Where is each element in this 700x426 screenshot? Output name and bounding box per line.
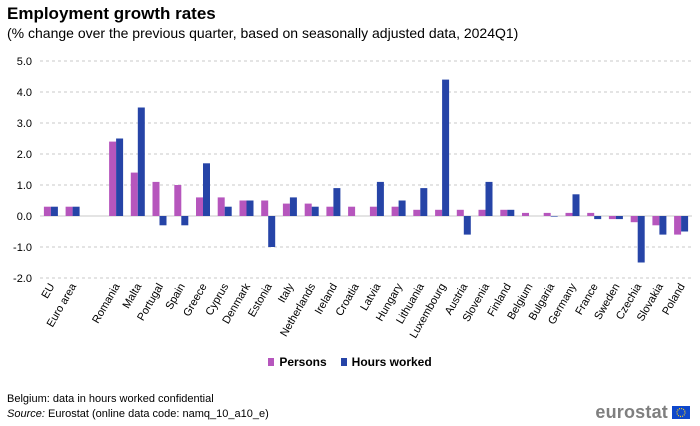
bar-persons (674, 216, 682, 235)
legend-label-persons: Persons (279, 355, 327, 369)
bar-persons (43, 206, 51, 216)
bar-hours-worked (311, 206, 319, 216)
bar-hours-worked (246, 200, 254, 216)
legend-item-persons: Persons (268, 355, 327, 369)
bar-hours-worked (572, 194, 580, 216)
bar-persons (348, 206, 356, 216)
y-tick-label: 1.0 (17, 180, 32, 192)
bar-persons (217, 197, 225, 216)
legend-swatch-hours-worked (340, 358, 347, 366)
bar-hours-worked (507, 209, 515, 216)
bar-persons (456, 209, 464, 216)
bar-hours-worked (137, 107, 145, 216)
chart-subtitle: (% change over the previous quarter, bas… (7, 25, 519, 41)
legend-swatch-persons (268, 358, 275, 366)
bar-persons (500, 209, 508, 216)
bar-hours-worked (181, 216, 189, 226)
bar-hours-worked (442, 79, 450, 216)
bar-hours-worked (637, 216, 645, 263)
bar-persons (282, 203, 290, 216)
y-tick-label: 5.0 (17, 56, 32, 68)
bar-persons (369, 206, 377, 216)
x-tick-label: EU (39, 281, 57, 300)
bar-hours-worked (116, 138, 124, 216)
y-tick-label: 0.0 (17, 211, 32, 223)
eu-flag-icon (672, 406, 690, 419)
bar-hours-worked (289, 197, 297, 216)
bar-persons (109, 141, 117, 216)
bar-persons (413, 209, 421, 216)
bar-hours-worked (463, 216, 471, 235)
y-tick-label: -2.0 (13, 273, 32, 285)
bar-persons (630, 216, 638, 223)
bar-hours-worked (72, 206, 80, 216)
bar-hours-worked (268, 216, 276, 247)
eurostat-logo-text: eurostat (595, 402, 668, 422)
bar-hours-worked (659, 216, 667, 235)
legend-item-hours-worked: Hours worked (340, 355, 432, 369)
bar-persons (65, 206, 73, 216)
bar-hours-worked (594, 216, 602, 220)
bar-hours-worked (550, 216, 558, 217)
y-tick-label: -1.0 (13, 242, 32, 254)
bar-hours-worked (615, 216, 623, 220)
bar-persons (608, 216, 616, 220)
source-text: Eurostat (online data code: namq_10_a10_… (47, 408, 269, 420)
x-tick-label: Italy (276, 281, 297, 305)
bar-persons (652, 216, 660, 226)
bar-persons (174, 185, 182, 216)
bar-persons (261, 200, 269, 216)
legend-label-hours-worked: Hours worked (351, 355, 432, 369)
y-tick-label: 2.0 (17, 149, 32, 161)
eurostat-logo[interactable]: eurostat (595, 402, 690, 423)
bar-hours-worked (50, 206, 58, 216)
bar-hours-worked (333, 188, 341, 216)
gridlines (40, 60, 692, 279)
bar-persons (152, 181, 160, 216)
chart-title: Employment growth rates (7, 4, 216, 23)
bar-persons (565, 212, 573, 216)
y-tick-label: 4.0 (17, 87, 32, 99)
source-label: Source: (7, 408, 45, 420)
x-tick-label: Romania (90, 281, 123, 326)
bar-persons (239, 200, 247, 216)
bar-persons (196, 197, 203, 216)
bar-persons (304, 203, 312, 216)
bar-persons (543, 212, 551, 216)
bar-hours-worked (398, 200, 406, 216)
bar-hours-worked (681, 216, 689, 232)
y-tick-label: 3.0 (17, 118, 32, 130)
bar-persons (587, 212, 595, 216)
bar-persons (478, 209, 486, 216)
legend: Persons Hours worked (0, 355, 700, 369)
footnote: Belgium: data in hours worked confidenti… (7, 393, 214, 405)
bar-persons (391, 206, 399, 216)
bar-hours-worked (203, 163, 210, 216)
bar-hours-worked (159, 216, 167, 226)
bars (43, 79, 689, 263)
bar-hours-worked (224, 206, 232, 216)
bar-persons (326, 206, 334, 216)
y-axis-tick-labels: 5.0 4.0 3.0 2.0 1.0 0.0 -1.0 -2.0 (13, 56, 32, 285)
bar-hours-worked (485, 181, 493, 216)
bar-hours-worked (376, 181, 384, 216)
bar-persons (435, 209, 443, 216)
source-note: Source: Eurostat (online data code: namq… (7, 408, 269, 420)
bar-hours-worked (420, 188, 428, 216)
bar-persons (522, 212, 529, 216)
bar-persons (130, 172, 138, 216)
